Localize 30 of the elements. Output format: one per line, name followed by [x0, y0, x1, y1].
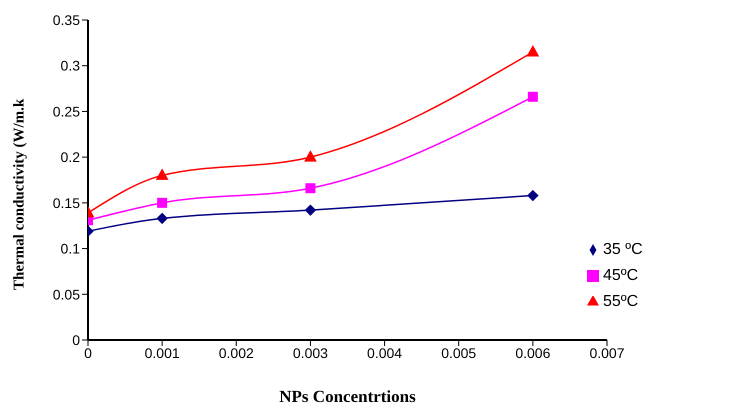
point: [528, 92, 538, 102]
x-tick-label: 0.004: [367, 344, 402, 361]
legend-label: 35 ºC: [603, 241, 643, 258]
point: [305, 183, 316, 194]
point: [526, 46, 539, 56]
x-tick-label: 0.003: [292, 344, 328, 361]
x-tick-label: 0.006: [515, 344, 551, 361]
y-tick-label: 0: [72, 332, 80, 348]
legend-label: 55ºC: [603, 293, 638, 310]
x-tick-label: 0.001: [144, 344, 180, 361]
x-tick-label: 0: [84, 344, 92, 361]
y-tick-label: 0.2: [60, 149, 80, 166]
x-axis-title: NPs Concentrtions: [279, 387, 416, 406]
legend-label: 45ºC: [603, 267, 638, 284]
point: [156, 168, 168, 180]
y-tick-label: 0.15: [52, 194, 80, 211]
point: [527, 190, 538, 202]
point: [157, 198, 168, 208]
point: [304, 150, 316, 162]
y-tick-label: 0.25: [52, 103, 80, 120]
y-tick-label: 0.35: [52, 12, 80, 28]
y-tick-label: 0.1: [60, 240, 80, 257]
x-tick-label: 0.005: [441, 344, 476, 361]
point: [156, 212, 168, 224]
y-tick-label: 0.3: [60, 58, 80, 74]
point: [304, 204, 316, 216]
y-tick-label: 0.05: [52, 286, 80, 302]
x-tick-label: 0.002: [218, 344, 254, 361]
x-tick-label: 0.007: [589, 344, 625, 361]
y-axis-title: Thermal conductivity (W/m.k: [11, 98, 28, 290]
